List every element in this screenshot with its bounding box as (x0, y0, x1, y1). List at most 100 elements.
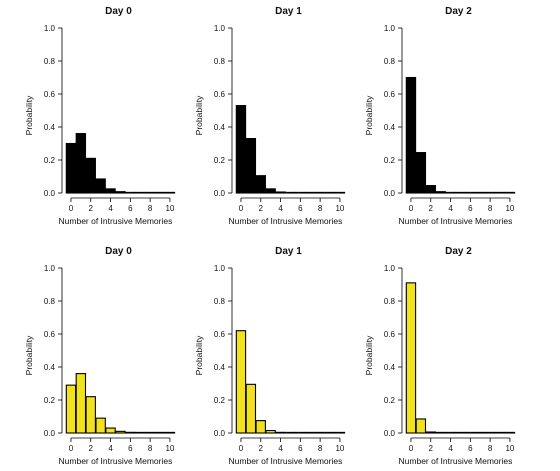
x-tick-label: 4 (448, 204, 453, 213)
bar (324, 191, 336, 194)
y-tick-label: 0.4 (44, 363, 56, 372)
y-tick-label: 0.8 (44, 57, 56, 66)
panel-title: Day 0 (105, 6, 132, 17)
x-axis-label: Number of Intrusive Memories (229, 456, 343, 466)
y-tick-label: 0.2 (384, 396, 396, 405)
x-tick-label: 8 (318, 204, 323, 213)
bar (285, 191, 296, 194)
bar (265, 188, 276, 194)
y-tick-label: 0.6 (214, 90, 226, 99)
bar (85, 396, 96, 434)
bar (65, 384, 77, 434)
bar (415, 152, 427, 194)
y-tick-label: 0.0 (214, 189, 226, 198)
bar (314, 431, 326, 434)
x-tick-label: 6 (128, 444, 133, 453)
x-axis-label: Number of Intrusive Memories (59, 456, 173, 466)
y-tick-label: 0.2 (384, 156, 396, 165)
y-tick-label: 1.0 (384, 264, 396, 273)
x-tick-label: 4 (108, 444, 113, 453)
x-tick-label: 10 (505, 204, 514, 213)
bar (115, 430, 126, 434)
bar (95, 417, 106, 434)
x-tick-label: 0 (239, 444, 244, 453)
bar (455, 191, 466, 194)
bar (75, 133, 87, 194)
bar (154, 191, 166, 194)
y-tick-label: 0.2 (214, 396, 226, 405)
bar (445, 431, 456, 434)
x-tick-label: 10 (165, 444, 174, 453)
x-tick-label: 2 (429, 444, 434, 453)
x-axis-label: Number of Intrusive Memories (399, 456, 513, 466)
chart-panel-3: Day 2 0.0 0.2 0.4 0.6 0.8 1.0 Probability 0 2 4 6 8 1… (364, 6, 516, 226)
bar (115, 191, 126, 194)
y-tick-label: 0.6 (384, 330, 396, 339)
bar (494, 191, 506, 194)
bar (275, 431, 286, 434)
bar (85, 157, 96, 194)
bar (305, 191, 316, 194)
bar (465, 431, 476, 434)
x-tick-label: 2 (89, 204, 94, 213)
x-tick-label: 8 (318, 444, 323, 453)
x-tick-label: 6 (298, 444, 303, 453)
panel-title: Day 1 (275, 6, 302, 17)
bar (445, 191, 456, 194)
y-tick-label: 0.4 (214, 123, 226, 132)
y-tick-label: 1.0 (214, 24, 226, 33)
y-tick-label: 0.6 (384, 90, 396, 99)
bar (105, 188, 116, 194)
bar (135, 431, 146, 434)
bar (455, 431, 466, 434)
x-tick-label: 10 (165, 204, 174, 213)
bar (235, 105, 247, 194)
bar (425, 431, 436, 434)
x-tick-label: 0 (409, 204, 414, 213)
bar (435, 191, 446, 194)
chart-panel-6: Day 2 0.0 0.2 0.4 0.6 0.8 1.0 Probability 0 2 4 6 8 1… (364, 246, 516, 466)
bar (135, 191, 146, 194)
x-tick-label: 4 (448, 444, 453, 453)
panel-title: Day 2 (445, 246, 472, 257)
y-tick-label: 1.0 (214, 264, 226, 273)
x-tick-label: 2 (259, 444, 264, 453)
y-tick-label: 0.8 (44, 297, 56, 306)
bar (65, 142, 77, 194)
y-tick-label: 1.0 (384, 24, 396, 33)
bar (334, 191, 346, 194)
bar (314, 191, 326, 194)
bar (465, 191, 476, 194)
panel-title: Day 2 (445, 6, 472, 17)
bar (475, 191, 486, 194)
y-tick-label: 0.0 (44, 429, 56, 438)
y-tick-label: 0.6 (44, 330, 56, 339)
bar (425, 185, 436, 194)
y-tick-label: 0.2 (44, 396, 56, 405)
bar (154, 431, 166, 434)
bar (484, 191, 496, 194)
bar (125, 191, 136, 194)
x-tick-label: 10 (335, 204, 344, 213)
bar (245, 138, 257, 194)
y-tick-label: 0.4 (384, 363, 396, 372)
bar (305, 431, 316, 434)
bar (164, 431, 176, 434)
bar (95, 178, 106, 194)
bar (105, 427, 116, 434)
x-tick-label: 8 (488, 204, 493, 213)
bar (504, 431, 516, 434)
y-axis-label: Probability (364, 335, 374, 375)
x-tick-label: 2 (259, 204, 264, 213)
bar (255, 175, 266, 194)
x-tick-label: 2 (429, 204, 434, 213)
bar (334, 431, 346, 434)
bar (265, 429, 276, 434)
x-axis-label: Number of Intrusive Memories (399, 216, 513, 226)
y-tick-label: 0.4 (44, 123, 56, 132)
x-tick-label: 4 (108, 204, 113, 213)
bar (144, 431, 156, 434)
panel-title: Day 0 (105, 246, 132, 257)
y-axis-label: Probability (194, 95, 204, 135)
